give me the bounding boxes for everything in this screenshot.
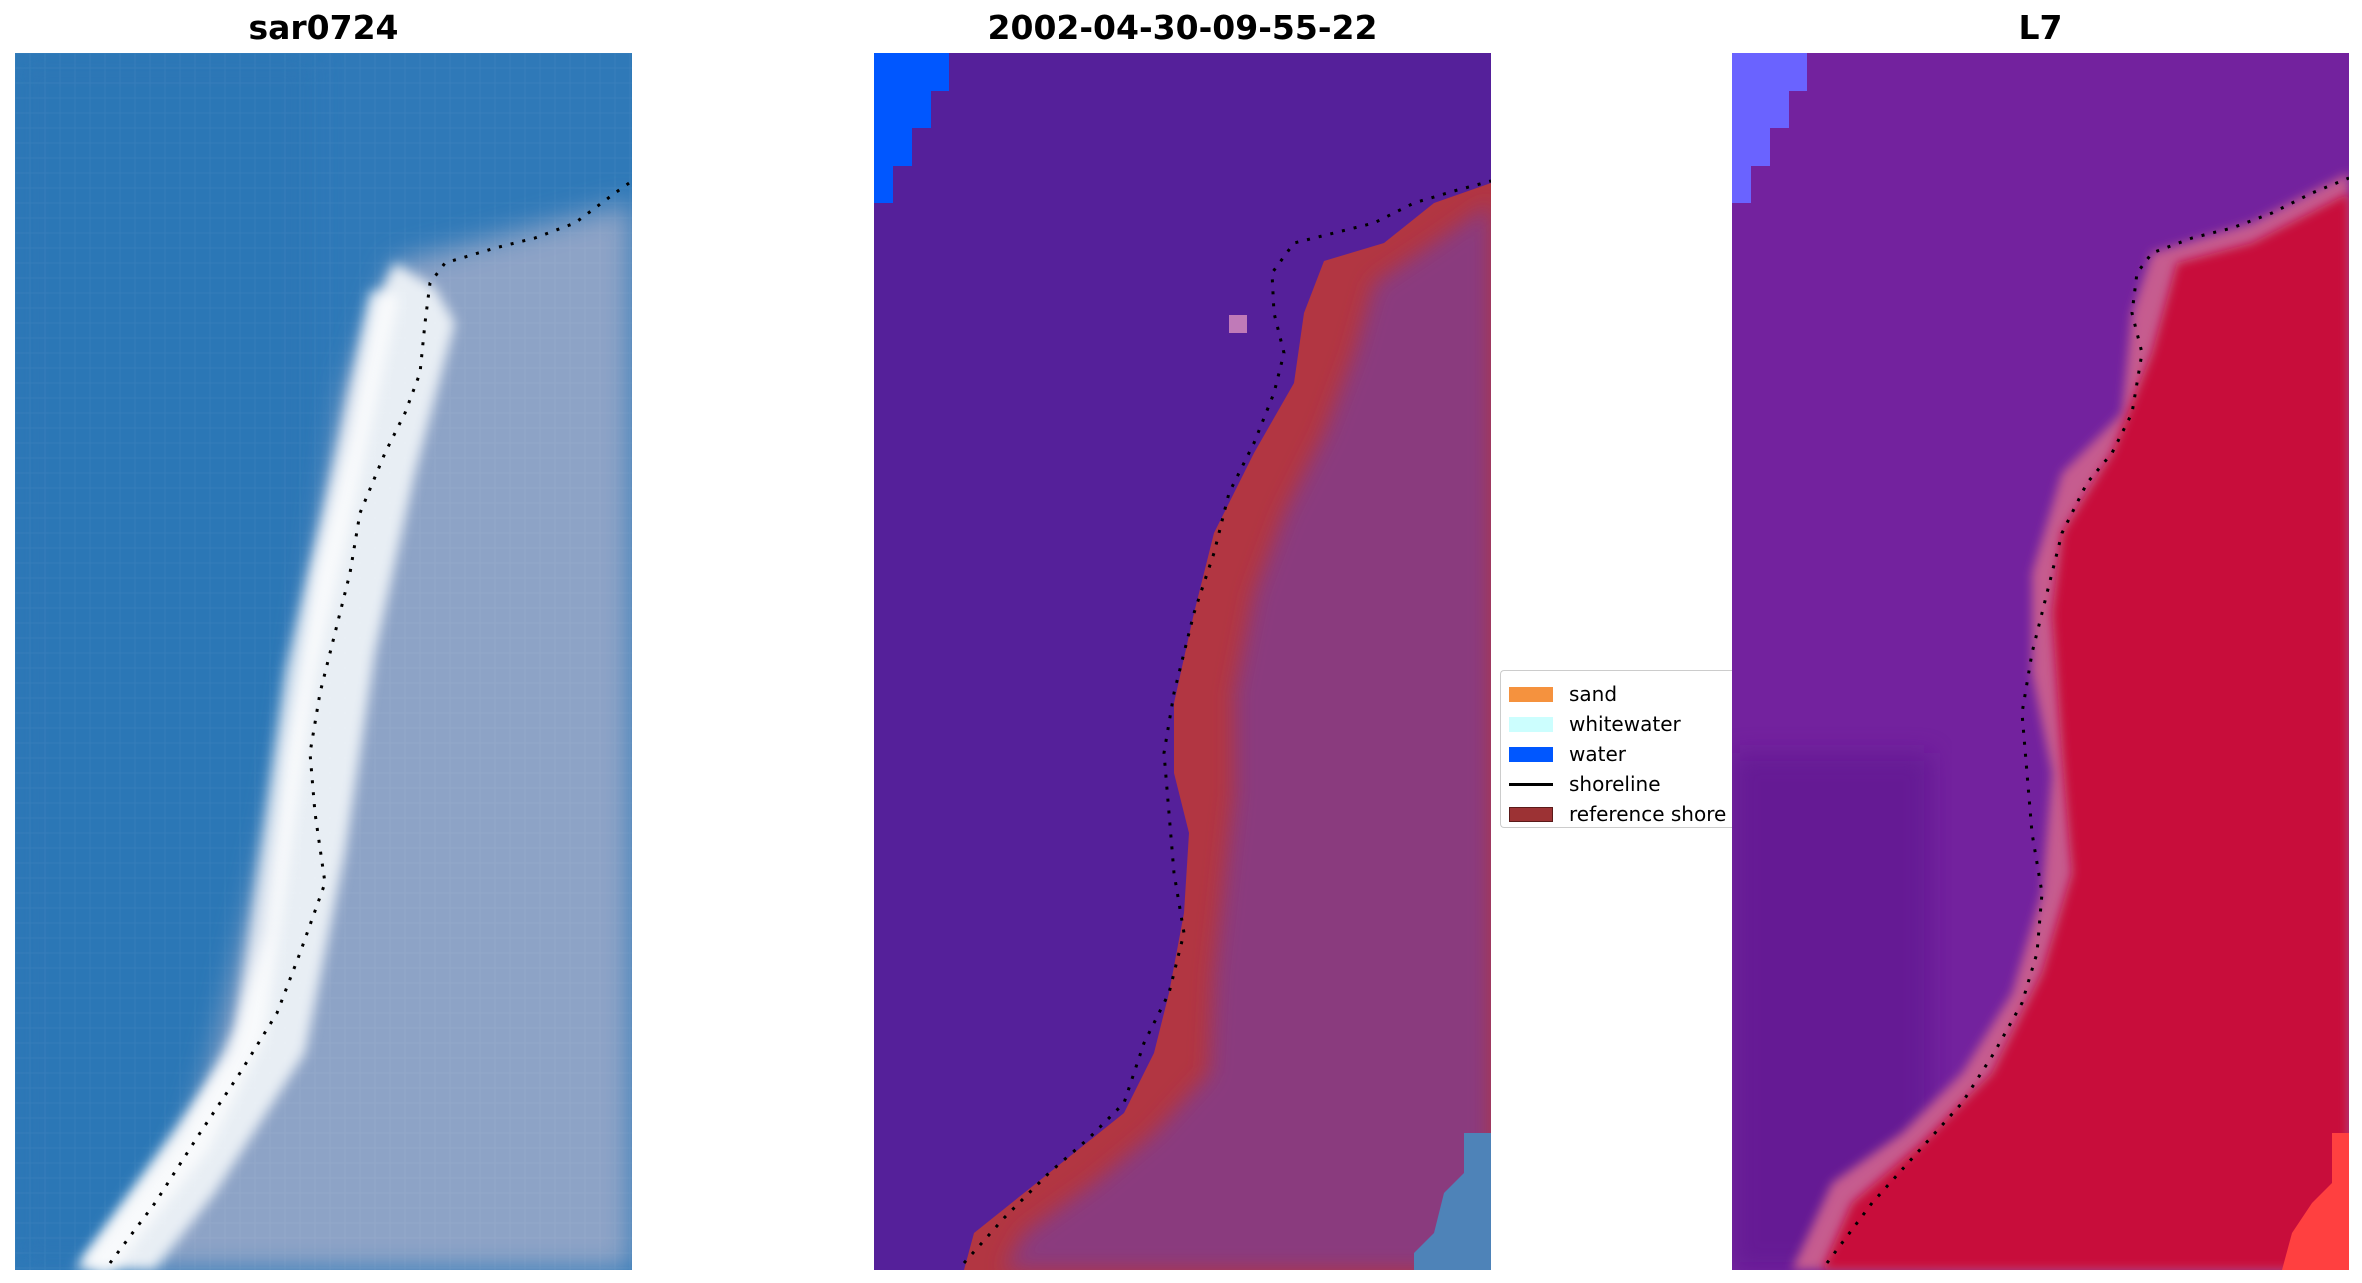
panel-title-index: L7	[2018, 8, 2063, 47]
legend-label: water	[1569, 742, 1626, 766]
legend: sand whitewater water shoreline referenc…	[1500, 670, 1732, 828]
rgb-image-panel	[15, 53, 632, 1270]
legend-item-whitewater: whitewater	[1509, 709, 1732, 739]
legend-item-water: water	[1509, 739, 1732, 769]
index-image-panel	[1732, 53, 2349, 1270]
classified-image-panel	[874, 53, 1491, 1270]
index-image	[1732, 53, 2349, 1270]
legend-label: whitewater	[1569, 712, 1681, 736]
panel-title-classified: 2002-04-30-09-55-22	[987, 8, 1378, 47]
reference-shore-swatch	[1509, 806, 1553, 822]
whitewater-swatch	[1509, 716, 1553, 732]
rgb-image	[15, 53, 632, 1270]
water-swatch	[1509, 746, 1553, 762]
panel-title-rgb: sar0724	[248, 8, 399, 47]
legend-label: sand	[1569, 682, 1618, 706]
legend-label: shoreline	[1569, 772, 1661, 796]
legend-item-reference-shore: reference shore	[1509, 799, 1732, 827]
shoreline-line	[1825, 176, 2349, 1264]
shoreline-swatch	[1509, 782, 1553, 786]
legend-item-sand: sand	[1509, 679, 1732, 709]
classified-image	[874, 53, 1491, 1270]
legend-item-shoreline: shoreline	[1509, 769, 1732, 799]
sand-swatch	[1509, 686, 1553, 702]
shoreline-line	[108, 179, 632, 1264]
legend-label: reference shore	[1569, 802, 1727, 826]
